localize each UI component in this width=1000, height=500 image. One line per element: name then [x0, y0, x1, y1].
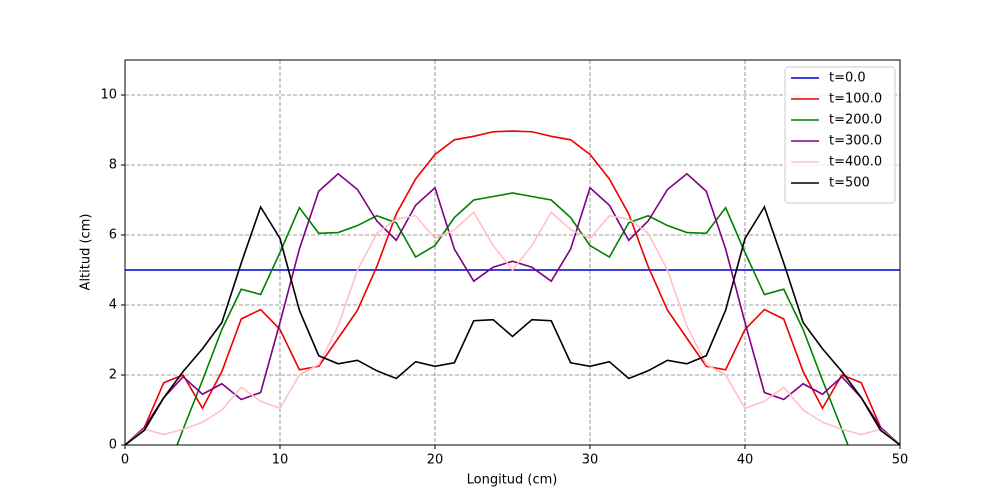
series-line [125, 172, 900, 445]
series-line [176, 192, 849, 445]
x-tick-label: 30 [582, 453, 599, 468]
y-tick-label: 0 [109, 438, 117, 453]
y-tick-label: 10 [100, 88, 117, 103]
legend-label: t=100.0 [829, 92, 882, 107]
legend-label: t=500 [829, 176, 870, 191]
y-tick-label: 4 [109, 298, 117, 313]
plot-frame [124, 59, 901, 446]
x-tick-label: 10 [272, 453, 289, 468]
y-tick-label: 8 [109, 158, 117, 173]
series-line [125, 205, 900, 445]
y-tick-label: 2 [109, 368, 117, 383]
x-tick-label: 40 [737, 453, 754, 468]
x-tick-label: 50 [892, 453, 909, 468]
legend-label: t=200.0 [829, 113, 882, 128]
legend-label: t=400.0 [829, 155, 882, 170]
series-line [125, 130, 900, 445]
x-axis-label: Longitud (cm) [467, 473, 558, 488]
x-tick-label: 0 [121, 453, 129, 468]
x-tick-label: 20 [427, 453, 444, 468]
legend-label: t=0.0 [829, 71, 866, 86]
legend-label: t=300.0 [829, 134, 882, 149]
series-line [125, 210, 900, 445]
y-axis-label: Altitud (cm) [79, 214, 94, 291]
legend-box [784, 66, 896, 204]
y-tick-label: 6 [109, 228, 117, 243]
